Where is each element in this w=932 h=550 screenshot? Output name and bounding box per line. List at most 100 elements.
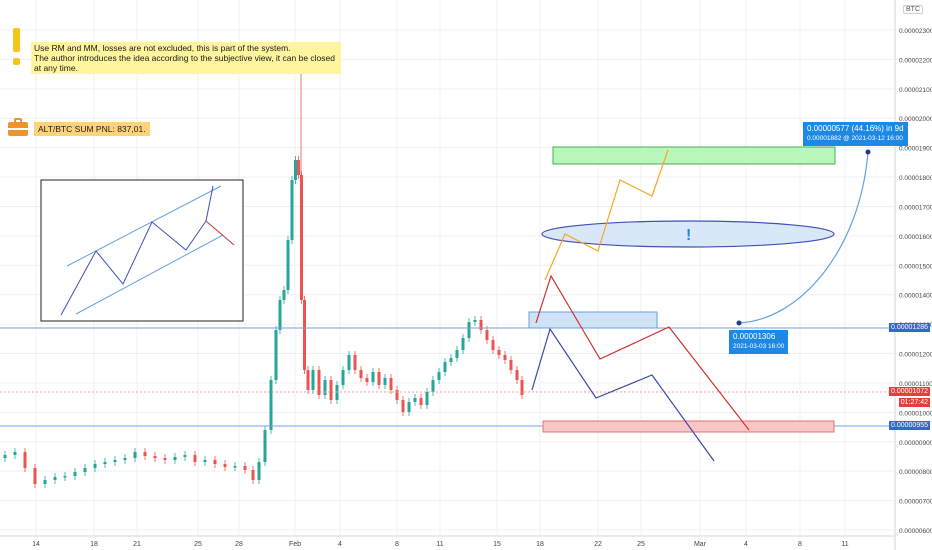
x-tick-label: 8	[395, 541, 399, 548]
x-tick-label: 21	[133, 541, 141, 548]
candle-body	[311, 370, 315, 390]
candle-body	[395, 390, 399, 400]
candle-body	[282, 290, 286, 300]
x-tick-label: 14	[32, 541, 40, 548]
y-tick-label: 0.00001800	[899, 175, 932, 182]
support-price-tag: 0.00000955	[889, 421, 930, 430]
candle-body	[377, 372, 381, 385]
candle-body	[290, 180, 294, 240]
candle-body	[143, 452, 147, 456]
countdown-tag: 01:27:42	[898, 398, 930, 407]
candle-body	[269, 380, 273, 430]
candle-body	[497, 350, 501, 355]
target-callout-line1: 0.00000577 (44.16%) in 9d	[807, 124, 904, 133]
candle-body	[93, 464, 97, 468]
candle-body	[251, 470, 255, 480]
candle-body	[3, 455, 7, 458]
target-callout[interactable]: 0.00000577 (44.16%) in 9d 0.00001882 @ 2…	[803, 122, 908, 146]
candle-body	[63, 476, 67, 478]
candle-body	[274, 330, 278, 380]
entry-callout-line1: 0.00001306	[733, 332, 776, 341]
x-tick-label: 4	[744, 541, 748, 548]
bearish-projection-blue[interactable]	[531, 327, 715, 462]
bullish-projection[interactable]	[544, 149, 669, 281]
target-zone[interactable]	[552, 146, 836, 165]
candle-body	[431, 380, 435, 392]
breakout-ellipse[interactable]	[541, 220, 835, 248]
candle-body	[359, 370, 363, 378]
candle-body	[365, 378, 369, 382]
y-tick-label: 0.00001100	[899, 381, 932, 388]
x-tick-label: Feb	[289, 541, 301, 548]
candle-body	[173, 457, 177, 460]
y-tick-label: 0.00001200	[899, 352, 932, 359]
candle-body	[520, 380, 524, 395]
candle-body	[286, 240, 290, 290]
candle-body	[371, 372, 375, 382]
y-tick-label: 0.00000800	[899, 469, 932, 476]
candle-body	[461, 338, 465, 350]
x-tick-label: 25	[194, 541, 202, 548]
schematic-channel-top	[66, 185, 222, 267]
candle-body	[509, 360, 513, 370]
candle-body	[473, 320, 477, 322]
x-tick-label: 18	[90, 541, 98, 548]
y-tick-label: 0.00002300	[899, 28, 932, 35]
candle-body	[491, 340, 495, 350]
candle-body	[401, 400, 405, 412]
y-tick-label: 0.00001600	[899, 234, 932, 241]
x-tick-label: 8	[798, 541, 802, 548]
rules-note[interactable]: Use RM and MM, losses are not excluded, …	[31, 42, 341, 74]
resistance-price-tag: 0.00001286	[889, 323, 930, 332]
y-tick-label: 0.00002100	[899, 87, 932, 94]
y-tick-label: 0.00001900	[899, 146, 932, 153]
schematic-channel-bottom	[75, 234, 224, 315]
candle-body	[467, 322, 471, 338]
entry-point[interactable]	[736, 320, 742, 326]
target-arc[interactable]	[738, 151, 869, 324]
candle-body	[243, 466, 247, 470]
y-tick-label: 0.00000600	[899, 528, 932, 535]
candle-body	[407, 402, 411, 412]
candle-body	[317, 370, 321, 395]
entry-zone[interactable]	[528, 311, 658, 329]
y-tick-label: 0.00001500	[899, 263, 932, 270]
candle-body	[203, 460, 207, 462]
candle-body	[306, 370, 310, 390]
candle-body	[193, 455, 197, 462]
zone-marker: !	[686, 227, 691, 244]
y-tick-label: 0.00001400	[899, 293, 932, 300]
entry-callout[interactable]: 0.00001306 2021-03-03 16:00	[729, 330, 789, 354]
candle-body	[437, 372, 441, 380]
y-tick-label: 0.00001700	[899, 204, 932, 211]
candle-body	[43, 480, 47, 484]
y-tick-label: 0.00002200	[899, 57, 932, 64]
candle-body	[33, 468, 37, 484]
candle-body	[341, 370, 345, 385]
candle-body	[294, 160, 297, 180]
pattern-schematic	[40, 179, 244, 322]
briefcase-icon	[8, 118, 28, 136]
candle-body	[23, 452, 27, 468]
x-tick-label: Mar	[694, 541, 707, 548]
currency-badge[interactable]: BTC	[903, 5, 923, 14]
candle-body	[133, 452, 137, 458]
candle-body	[257, 462, 261, 480]
candle-body	[485, 330, 489, 340]
candle-body	[383, 378, 387, 385]
candle-body	[347, 355, 351, 370]
y-tick-label: 0.00000700	[899, 499, 932, 506]
candle-body	[103, 462, 107, 464]
candle-body	[263, 430, 267, 462]
x-tick-label: 22	[594, 541, 602, 548]
candlestick-series	[3, 60, 524, 488]
target-point[interactable]	[865, 149, 871, 155]
y-tick-label: 0.00000900	[899, 440, 932, 447]
schematic-wave	[60, 220, 207, 316]
bearish-projection-red[interactable]	[535, 274, 750, 431]
candle-body	[213, 460, 217, 464]
candle-body	[449, 358, 453, 362]
pnl-note[interactable]: ALT/BTC SUM PNL: 837,01.	[34, 122, 150, 136]
candle-body	[425, 392, 429, 405]
